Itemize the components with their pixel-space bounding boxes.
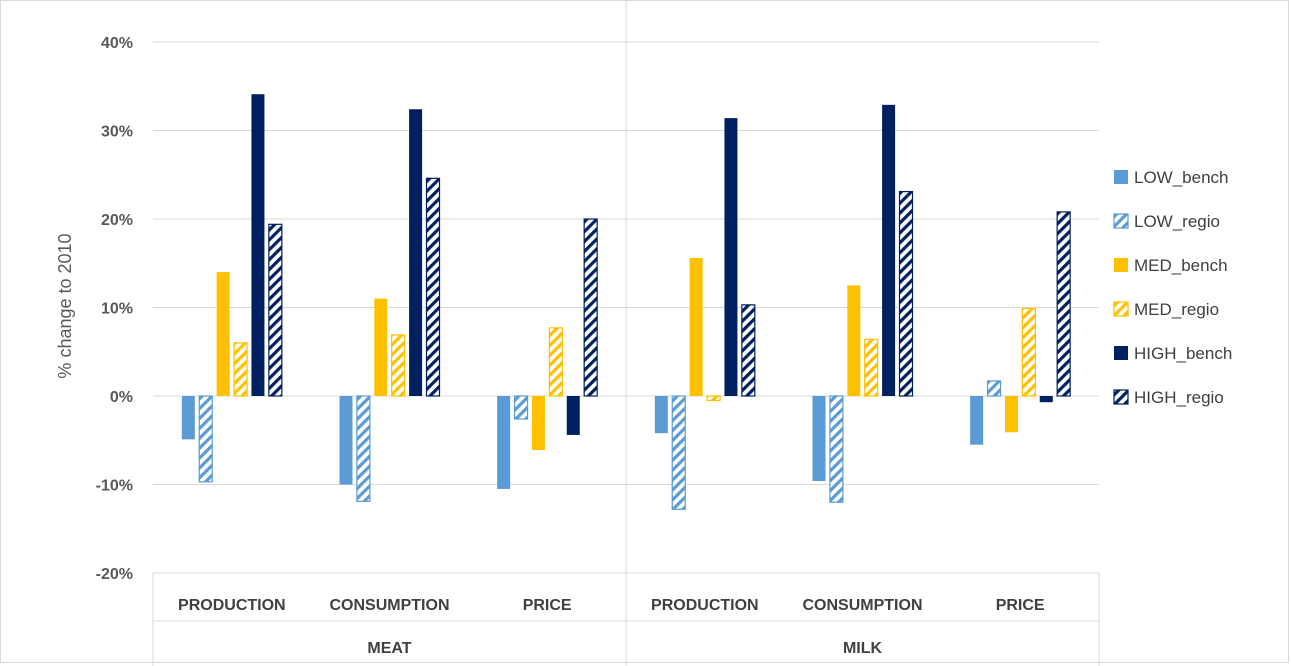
bar-high-bench: [724, 118, 738, 397]
legend-label: HIGH_bench: [1134, 344, 1232, 363]
bar-med-regio: [1021, 307, 1036, 397]
y-tick-label: 10%: [101, 301, 133, 318]
bar-low-regio: [829, 395, 844, 503]
bar-med-bench: [847, 285, 861, 396]
legend-swatch: [1114, 258, 1128, 272]
legend-swatch: [1113, 389, 1129, 405]
category-label: CONSUMPTION: [803, 597, 923, 614]
y-tick-label: -20%: [96, 566, 133, 583]
bar-low-bench: [970, 396, 984, 445]
legend-swatch: [1113, 213, 1129, 229]
y-tick-label: 30%: [101, 124, 133, 141]
category-label: PRICE: [523, 597, 572, 614]
bar-med-bench: [689, 257, 703, 396]
bar-med-bench: [374, 298, 388, 396]
bar-low-bench: [654, 396, 668, 434]
bar-low-bench: [339, 396, 353, 485]
bar-med-regio: [864, 338, 879, 397]
y-tick-label: 0%: [110, 389, 133, 406]
group-label: MEAT: [367, 640, 411, 657]
bar-high-bench: [251, 94, 265, 396]
bar-low-regio: [198, 395, 213, 483]
bar-med-bench: [1004, 396, 1018, 433]
category-label: PRODUCTION: [651, 597, 759, 614]
legend-label: MED_bench: [1134, 256, 1228, 275]
y-tick-label: -10%: [96, 478, 133, 495]
group-dividers: [152, 1, 1100, 666]
bar-high-bench: [566, 396, 580, 435]
bar-high-regio: [425, 177, 441, 397]
y-axis-title: % change to 2010: [55, 233, 75, 378]
bar-high-regio: [1056, 211, 1071, 397]
x-axis-categories: PRODUCTION CONSUMPTION PRICE MEAT PRODUCTION…: [178, 597, 1045, 657]
bar-med-bench: [216, 272, 230, 396]
legend-label: MED_regio: [1134, 300, 1219, 319]
bar-low-regio: [986, 380, 1002, 397]
legend-swatch: [1114, 170, 1128, 184]
legend-label: HIGH_regio: [1134, 388, 1224, 407]
bar-low-bench: [812, 396, 826, 481]
bar-low-bench: [497, 396, 511, 489]
bar-high-regio: [583, 218, 598, 397]
category-label: CONSUMPTION: [330, 597, 450, 614]
category-label: PRODUCTION: [178, 597, 286, 614]
bars: [181, 94, 1071, 510]
bar-low-bench: [181, 396, 195, 440]
bar-med-regio: [706, 395, 721, 402]
bar-high-bench: [1039, 396, 1053, 403]
bar-low-regio: [356, 395, 371, 502]
bar-high-bench: [882, 104, 896, 397]
legend-label: LOW_regio: [1134, 212, 1220, 231]
bar-med-bench: [531, 396, 545, 450]
legend-swatch: [1114, 346, 1128, 360]
bar-high-bench: [409, 109, 423, 396]
legend-label: LOW_bench: [1134, 168, 1229, 187]
bar-high-regio: [741, 304, 756, 397]
bar-med-regio: [233, 342, 248, 397]
y-tick-label: 20%: [101, 212, 133, 229]
bar-high-regio: [268, 223, 283, 397]
bar-low-regio: [513, 395, 529, 420]
bar-low-regio: [671, 395, 686, 510]
category-label: PRICE: [996, 597, 1045, 614]
y-axis-ticks: 40% 30% 20% 10% 0% -10% -20%: [96, 35, 133, 583]
group-label: MILK: [843, 640, 883, 657]
y-tick-label: 40%: [101, 35, 133, 52]
bar-med-regio: [548, 327, 563, 397]
bar-med-regio: [391, 334, 406, 397]
legend-swatch: [1113, 301, 1129, 317]
bar-high-regio: [898, 190, 914, 397]
legend: LOW_bench LOW_regio MED_bench MED_regio HIGH…: [1113, 168, 1232, 407]
